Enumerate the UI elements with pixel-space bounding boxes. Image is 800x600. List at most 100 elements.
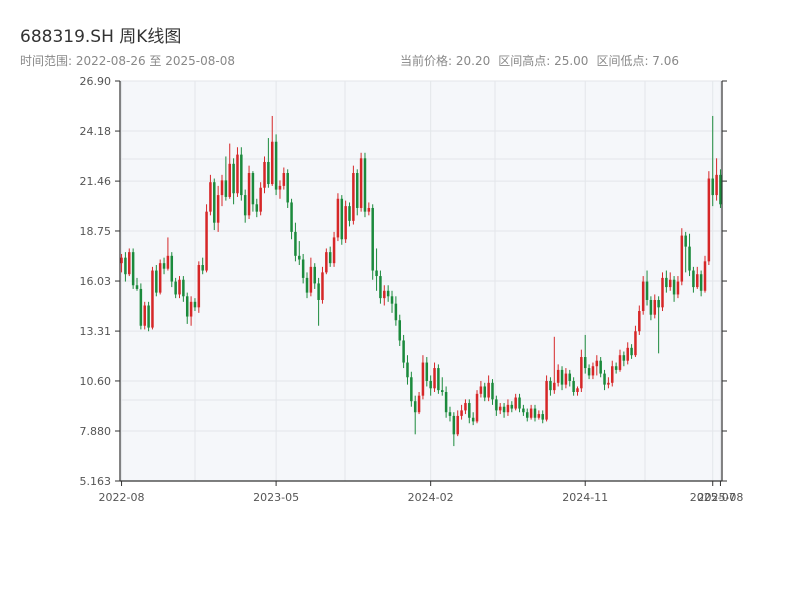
candle	[290, 198, 293, 240]
candle	[638, 305, 641, 335]
candle	[371, 204, 374, 280]
candle-body	[205, 211, 208, 271]
candle	[379, 270, 382, 304]
candle-body	[553, 382, 556, 391]
candle-body	[692, 270, 695, 288]
candle-body	[317, 283, 320, 300]
candle-body	[348, 206, 351, 221]
candle	[471, 412, 475, 426]
candle-body	[595, 360, 599, 367]
candle	[475, 390, 479, 424]
grid-lines	[120, 80, 722, 482]
candle-body	[475, 393, 479, 422]
candle	[444, 386, 448, 418]
candle-body	[711, 178, 714, 196]
candle-body	[193, 301, 197, 308]
candle	[711, 115, 714, 207]
candle-body	[707, 178, 711, 262]
candle-body	[618, 355, 622, 370]
candle	[595, 355, 599, 376]
candle-body	[355, 173, 359, 208]
y-tick-label: 21.46	[80, 175, 112, 188]
candle-body	[201, 265, 204, 271]
candle-body	[228, 163, 231, 197]
candle	[440, 377, 444, 396]
candle	[425, 357, 429, 387]
candle	[614, 362, 618, 374]
candle-body	[665, 277, 668, 288]
candle	[611, 360, 614, 387]
candle-body	[278, 185, 282, 190]
candle-body	[359, 158, 363, 208]
candle	[224, 156, 228, 201]
candle	[526, 408, 529, 422]
candle	[533, 404, 537, 422]
candle	[255, 198, 259, 218]
candle-body	[495, 399, 498, 411]
candle-body	[143, 305, 146, 326]
candle-body	[498, 406, 502, 411]
candle-body	[645, 281, 649, 300]
candle-body	[583, 357, 587, 369]
candle-body	[371, 207, 374, 271]
candle	[216, 185, 220, 232]
range-low-text: 区间低点: 7.06	[596, 54, 680, 68]
candle	[383, 285, 386, 306]
candle	[236, 147, 239, 197]
candle	[406, 355, 409, 385]
candle-body	[452, 415, 456, 435]
candle-body	[290, 202, 293, 232]
candle-body	[611, 366, 614, 383]
candle-body	[533, 408, 537, 418]
candle-body	[491, 382, 494, 400]
candle	[363, 152, 367, 218]
candle-body	[684, 235, 687, 247]
candle-body	[522, 408, 525, 413]
candle	[313, 263, 316, 289]
candle	[270, 115, 274, 186]
candle	[251, 171, 255, 212]
candle	[201, 257, 204, 275]
candle	[719, 169, 722, 208]
candle	[205, 204, 208, 273]
candle	[135, 277, 139, 291]
candle-body	[514, 397, 517, 409]
candle	[185, 292, 189, 324]
candle-body	[622, 355, 626, 361]
candle	[317, 277, 320, 326]
candle-body	[529, 408, 533, 418]
candle	[325, 248, 328, 275]
candle	[649, 296, 653, 321]
candle-body	[240, 154, 243, 196]
candle	[715, 158, 718, 201]
candle	[607, 377, 610, 389]
candle-body	[383, 290, 386, 299]
candle-body	[456, 415, 459, 435]
candle-body	[518, 397, 521, 409]
candle	[213, 178, 216, 231]
candle	[402, 334, 405, 369]
candle-body	[313, 266, 316, 284]
candle	[278, 180, 282, 199]
y-tick-label: 24.18	[80, 125, 112, 138]
candle-body	[506, 404, 510, 413]
candle	[386, 285, 390, 302]
candle-body	[479, 386, 483, 394]
candle-body	[305, 277, 309, 293]
chart-title: 688319.SH 周K线图	[20, 27, 182, 47]
candle-body	[340, 198, 344, 240]
candle-body	[719, 174, 722, 205]
candle-body	[267, 161, 270, 185]
candle-body	[634, 331, 637, 356]
y-tick-label: 7.880	[80, 425, 112, 438]
candle-body	[301, 259, 305, 278]
candle	[243, 189, 247, 223]
candle	[498, 403, 502, 415]
candles-group	[120, 115, 722, 447]
candle-body	[487, 382, 490, 398]
candle	[583, 334, 587, 374]
candle-body	[468, 403, 471, 418]
candle-body	[124, 257, 127, 275]
candle	[545, 375, 548, 422]
